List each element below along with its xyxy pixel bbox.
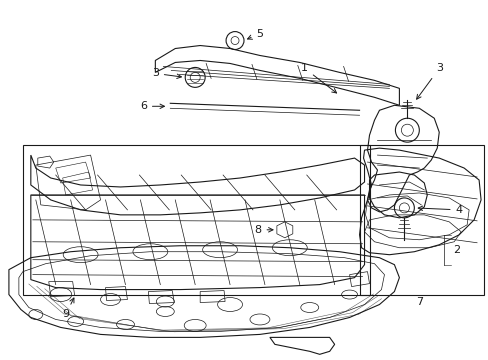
Text: 1: 1 [301,63,336,93]
Text: 6: 6 [140,101,164,111]
Text: 7: 7 [415,297,422,306]
Text: 5: 5 [247,28,263,39]
Text: 3: 3 [152,68,181,78]
Text: 8: 8 [254,225,272,235]
Text: 2: 2 [453,245,460,255]
Text: 9: 9 [62,298,74,319]
Text: 4: 4 [417,205,462,215]
Text: 3: 3 [416,63,442,99]
